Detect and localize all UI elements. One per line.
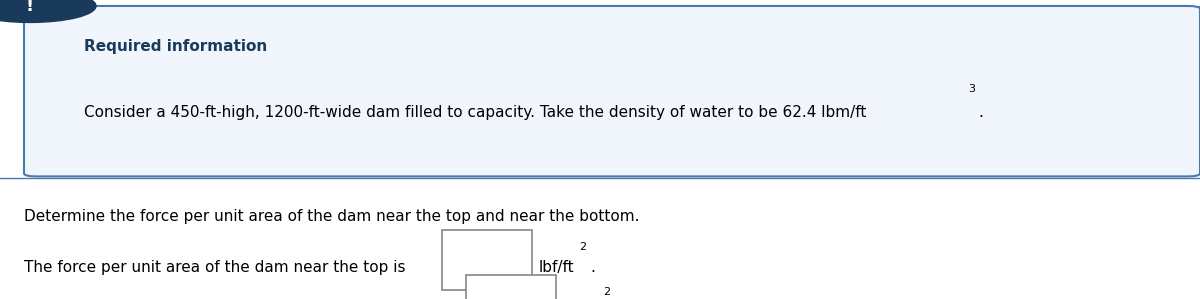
- Text: Consider a 450-ft-high, 1200-ft-wide dam filled to capacity. Take the density of: Consider a 450-ft-high, 1200-ft-wide dam…: [84, 105, 866, 120]
- Text: Determine the force per unit area of the dam near the top and near the bottom.: Determine the force per unit area of the…: [24, 209, 640, 224]
- Text: 2: 2: [580, 242, 587, 252]
- Text: lbf/ft: lbf/ft: [539, 260, 575, 275]
- Text: .: .: [590, 260, 595, 275]
- Text: Required information: Required information: [84, 39, 268, 54]
- Text: 3: 3: [968, 84, 976, 94]
- FancyBboxPatch shape: [442, 230, 532, 290]
- Circle shape: [0, 0, 96, 22]
- Text: .: .: [978, 105, 983, 120]
- Text: !: !: [26, 0, 34, 15]
- FancyBboxPatch shape: [466, 275, 556, 299]
- Text: 2: 2: [604, 287, 611, 297]
- Text: The force per unit area of the dam near the top is: The force per unit area of the dam near …: [24, 260, 410, 275]
- FancyBboxPatch shape: [24, 6, 1200, 176]
